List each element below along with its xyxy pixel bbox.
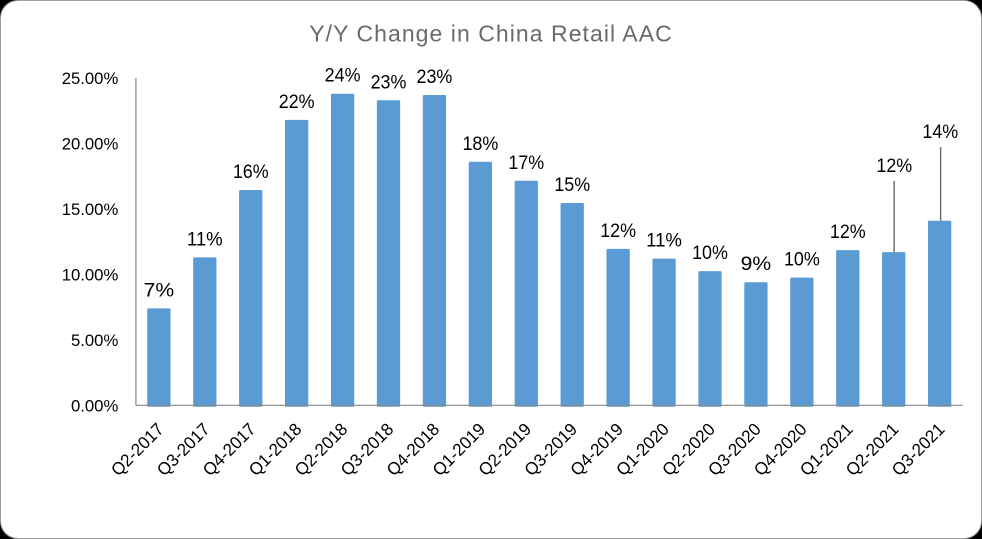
svg-text:24%: 24%: [325, 65, 361, 87]
svg-text:16%: 16%: [233, 161, 269, 183]
svg-text:10%: 10%: [784, 249, 820, 271]
svg-text:0.00%: 0.00%: [71, 397, 118, 416]
svg-text:15.00%: 15.00%: [62, 200, 119, 219]
svg-text:10%: 10%: [692, 242, 728, 264]
svg-text:Y/Y Change in China Retail AAC: Y/Y Change in China Retail AAC: [309, 21, 673, 47]
svg-text:23%: 23%: [417, 66, 453, 88]
svg-text:14%: 14%: [922, 121, 958, 143]
svg-text:18%: 18%: [462, 133, 498, 155]
svg-text:22%: 22%: [279, 91, 315, 113]
svg-text:12%: 12%: [600, 220, 636, 242]
svg-text:15%: 15%: [554, 174, 590, 196]
svg-text:7%: 7%: [144, 279, 175, 301]
svg-text:9%: 9%: [741, 253, 772, 275]
svg-text:20.00%: 20.00%: [62, 135, 119, 154]
svg-text:25.00%: 25.00%: [62, 69, 119, 88]
svg-text:5.00%: 5.00%: [71, 331, 118, 350]
svg-text:11%: 11%: [187, 228, 223, 250]
svg-text:10.00%: 10.00%: [62, 266, 119, 285]
svg-text:11%: 11%: [646, 230, 682, 252]
svg-text:23%: 23%: [371, 71, 407, 93]
svg-text:17%: 17%: [508, 152, 544, 174]
svg-text:12%: 12%: [876, 155, 912, 177]
svg-text:12%: 12%: [830, 221, 866, 243]
